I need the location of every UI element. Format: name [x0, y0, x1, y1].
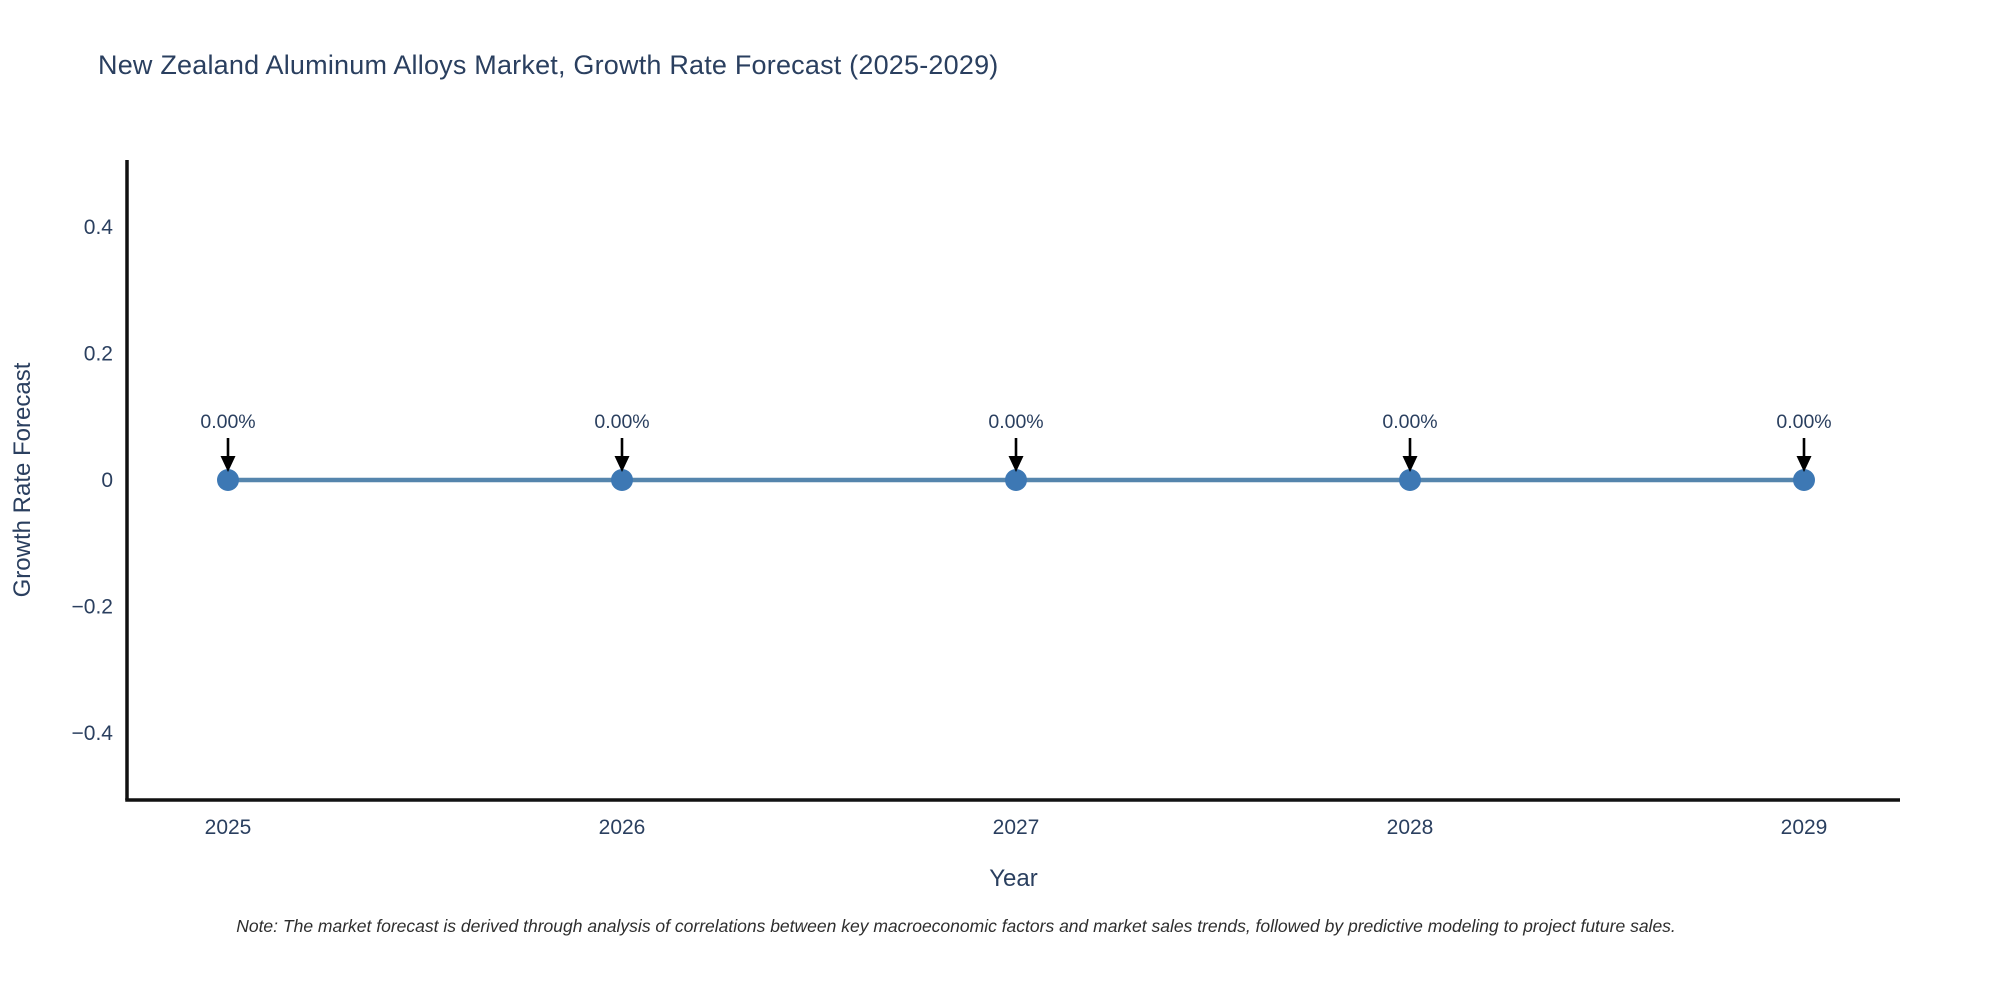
chart-footnote: Note: The market forecast is derived thr… — [236, 916, 1676, 936]
y-tick-label: 0.2 — [84, 343, 113, 366]
x-tick-label: 2028 — [1387, 816, 1434, 839]
point-annotation: 0.00% — [1776, 411, 1831, 433]
point-annotation: 0.00% — [594, 411, 649, 433]
point-annotation: 0.00% — [200, 411, 255, 433]
x-tick-label: 2025 — [205, 816, 252, 839]
annotation-arrowhead-icon — [614, 456, 630, 472]
x-tick-label: 2027 — [993, 816, 1040, 839]
x-tick-label: 2026 — [599, 816, 646, 839]
y-tick-label: −0.4 — [72, 722, 114, 745]
annotation-arrowhead-icon — [1402, 456, 1418, 472]
point-annotation: 0.00% — [988, 411, 1043, 433]
x-tick-label: 2029 — [1781, 816, 1828, 839]
y-tick-label: 0 — [101, 469, 113, 492]
data-point[interactable] — [1005, 469, 1027, 491]
annotation-arrowhead-icon — [220, 456, 236, 472]
data-point[interactable] — [611, 469, 633, 491]
annotation-arrowhead-icon — [1008, 456, 1024, 472]
data-point[interactable] — [217, 469, 239, 491]
data-point[interactable] — [1399, 469, 1421, 491]
x-axis-title: Year — [989, 865, 1038, 892]
y-tick-label: −0.2 — [72, 596, 113, 619]
chart-title: New Zealand Aluminum Alloys Market, Grow… — [98, 50, 999, 80]
y-axis-title: Growth Rate Forecast — [9, 362, 36, 597]
point-annotation: 0.00% — [1382, 411, 1437, 433]
annotation-arrowhead-icon — [1796, 456, 1812, 472]
data-point[interactable] — [1793, 469, 1815, 491]
y-tick-label: 0.4 — [84, 216, 114, 239]
